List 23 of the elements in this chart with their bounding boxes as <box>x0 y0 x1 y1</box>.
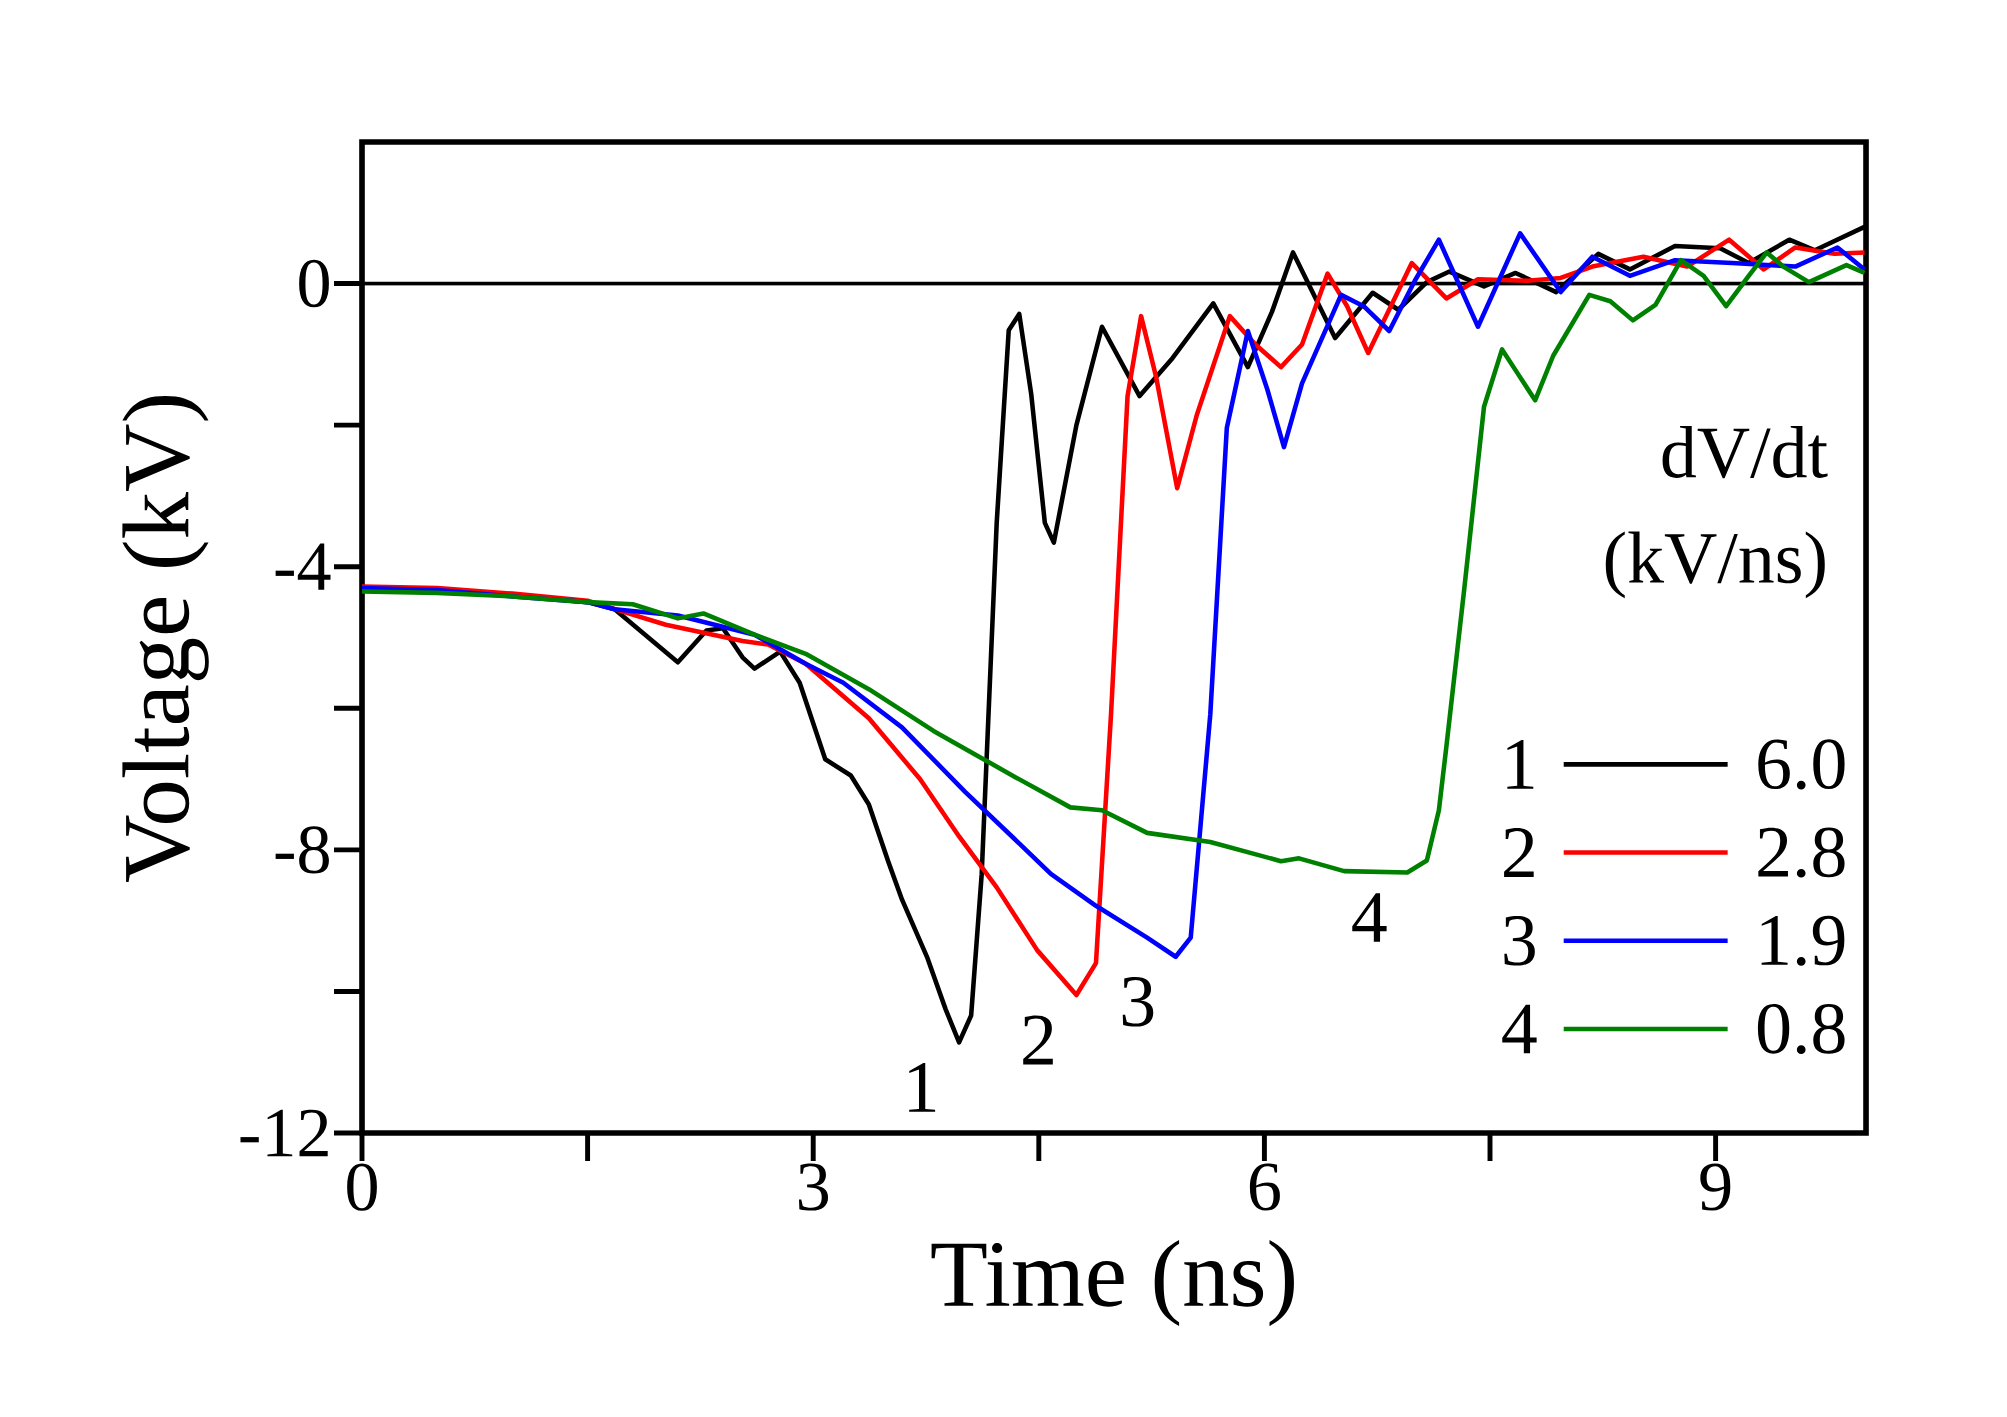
x-tick-label: 3 <box>799 1163 829 1211</box>
y-tick-label: 0 <box>299 259 329 308</box>
annotation: 1 <box>1507 739 1534 789</box>
y-tick-label: -8 <box>275 826 329 874</box>
legend-label: 1.9 <box>1761 915 1845 966</box>
annotation: 2 <box>1023 1015 1053 1065</box>
legend-label: 6.0 <box>1758 739 1845 790</box>
annotation: 4 <box>1502 1004 1537 1054</box>
annotation: 1 <box>909 1063 936 1112</box>
legend-title: dV/dt (kV/ns) <box>1605 425 1828 599</box>
y-axis-title: Voltage (kV) <box>122 396 209 882</box>
annotation: 3 <box>1122 976 1154 1027</box>
legend-label: 0.8 <box>1757 1003 1845 1055</box>
x-tick-label: 6 <box>1249 1163 1280 1211</box>
y-tick-label: -12 <box>240 1109 328 1157</box>
annotation: 4 <box>1352 893 1387 942</box>
x-tick-label: 0 <box>347 1163 377 1211</box>
legend-label: 2.8 <box>1758 827 1845 878</box>
annotation: 2 <box>1504 828 1534 877</box>
x-tick-label: 9 <box>1700 1163 1731 1211</box>
annotation: 3 <box>1504 915 1535 966</box>
y-tick-label: -4 <box>275 543 331 590</box>
x-axis-title: Time (ns) <box>931 1239 1294 1327</box>
